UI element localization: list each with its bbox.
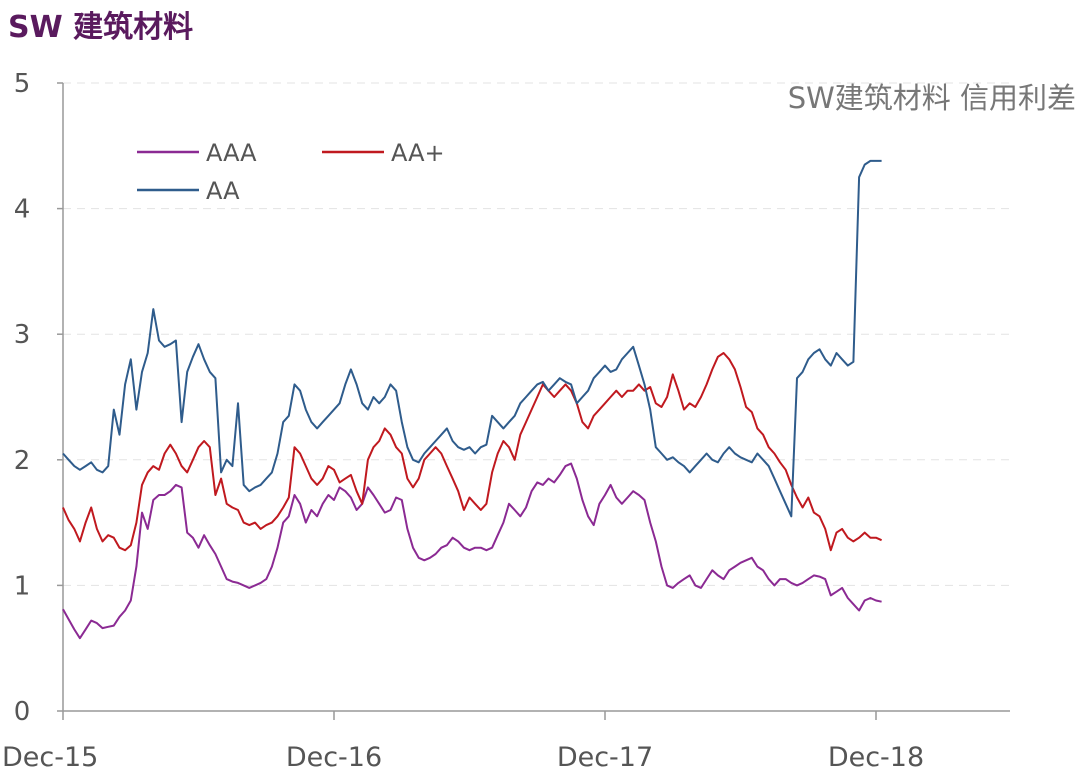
legend-label-aa-plus: AA+ — [391, 139, 445, 167]
legend-label-aaa: AAA — [206, 139, 257, 167]
y-tick-label: 3 — [14, 320, 31, 350]
y-axis-ticks: 0 1 2 3 4 5 — [14, 69, 63, 727]
x-tick-label: Dec-18 — [828, 742, 924, 773]
y-tick-label: 4 — [14, 195, 31, 225]
series-lines — [62, 159, 883, 640]
x-axis-ticks: Dec-15 Dec-16 Dec-17 Dec-18 — [2, 711, 924, 773]
y-tick-label: 1 — [14, 571, 31, 601]
x-tick-label: Dec-17 — [557, 742, 653, 773]
y-tick-label: 0 — [14, 697, 31, 727]
chart-axes — [62, 83, 1010, 712]
y-tick-label: 5 — [14, 69, 31, 99]
series-line-aaa — [62, 462, 882, 640]
x-tick-label: Dec-16 — [286, 742, 382, 773]
series-line-aa-plus — [62, 352, 883, 552]
page-title: SW 建筑材料 — [8, 10, 194, 45]
chart-title: SW建筑材料 信用利差 — [788, 81, 1076, 115]
legend: AAA AA+ AA — [137, 139, 445, 205]
x-tick-label: Dec-15 — [2, 742, 98, 773]
y-tick-label: 2 — [14, 446, 31, 476]
legend-label-aa: AA — [206, 177, 240, 205]
series-line-aa — [62, 159, 882, 518]
